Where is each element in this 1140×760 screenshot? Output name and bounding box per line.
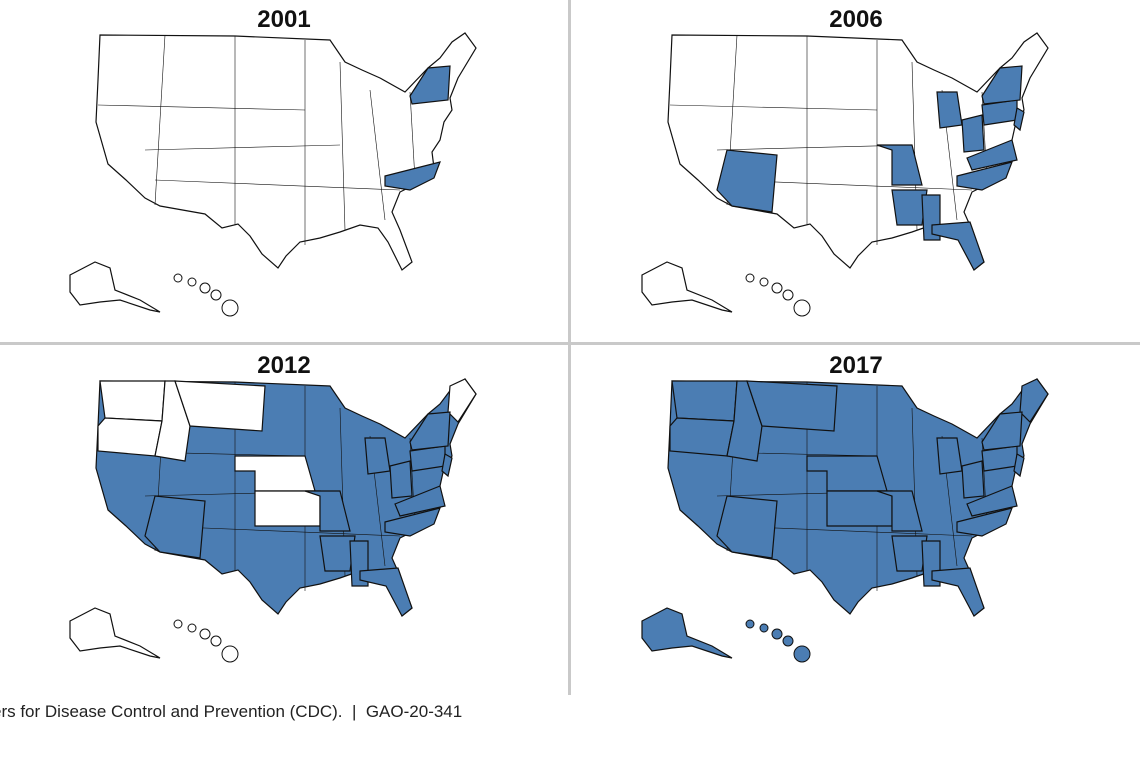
- panel-divider-vertical: [568, 0, 571, 695]
- panel-title: 2017: [829, 352, 883, 379]
- state-nj: [441, 453, 453, 478]
- state-oh: [389, 460, 413, 499]
- state-border: [154, 34, 166, 206]
- us-outline: [95, 32, 477, 271]
- state-hi: [173, 273, 183, 283]
- state-wa: [99, 380, 166, 422]
- state-border: [369, 89, 386, 221]
- state-nc: [956, 507, 1013, 537]
- state-hi: [745, 619, 755, 629]
- state-ar: [891, 189, 928, 226]
- state-hi: [745, 273, 755, 283]
- state-border: [154, 179, 401, 191]
- state-wa: [671, 380, 738, 422]
- state-ak: [69, 261, 161, 313]
- state-mt: [746, 380, 838, 432]
- state-az: [144, 495, 206, 559]
- map-panel-2012: 2012: [0, 346, 568, 688]
- us-map: [641, 32, 1049, 317]
- state-va: [394, 485, 446, 517]
- panel-title: 2001: [257, 6, 311, 33]
- state-or: [669, 417, 735, 457]
- state-ny: [409, 65, 451, 105]
- state-ar: [891, 535, 928, 572]
- panel-divider-horizontal: [0, 342, 1140, 345]
- state-hi: [782, 635, 794, 647]
- state-ny: [409, 411, 451, 451]
- state-hi: [771, 282, 783, 294]
- state-nc: [384, 507, 441, 537]
- state-hi: [221, 299, 239, 317]
- state-mi: [936, 91, 963, 129]
- state-ks: [254, 490, 321, 527]
- state-border: [339, 61, 346, 231]
- state-hi: [210, 635, 222, 647]
- state-hi: [782, 289, 794, 301]
- us-map: [641, 378, 1049, 663]
- panel-title: 2006: [829, 6, 883, 33]
- map-panel-2017: 2017: [572, 346, 1140, 688]
- state-mo: [304, 490, 351, 532]
- us-map: [69, 378, 477, 663]
- us-map: [69, 32, 477, 317]
- state-border: [669, 104, 878, 111]
- state-hi: [187, 277, 197, 287]
- state-ak: [641, 261, 733, 313]
- state-hi: [173, 619, 183, 629]
- state-ak: [641, 607, 733, 659]
- state-ak: [69, 607, 161, 659]
- state-mo: [876, 144, 923, 186]
- state-hi: [759, 623, 769, 633]
- state-nj: [1013, 107, 1025, 132]
- source-note: ers for Disease Control and Prevention (…: [0, 702, 463, 721]
- state-fl: [931, 567, 985, 617]
- state-or: [97, 417, 163, 457]
- state-hi: [759, 277, 769, 287]
- state-ks: [826, 490, 893, 527]
- state-hi: [187, 623, 197, 633]
- state-va: [966, 139, 1018, 171]
- state-mo: [876, 490, 923, 532]
- state-az: [716, 149, 778, 213]
- state-mi: [936, 437, 963, 475]
- state-me: [1019, 378, 1049, 423]
- state-border: [144, 144, 341, 151]
- state-hi: [210, 289, 222, 301]
- state-hi: [771, 628, 783, 640]
- state-border: [97, 104, 306, 111]
- state-az: [716, 495, 778, 559]
- state-hi: [199, 628, 211, 640]
- state-mt: [174, 380, 266, 432]
- map-panel-2001: 2001: [0, 0, 568, 342]
- state-ar: [319, 535, 356, 572]
- state-hi: [793, 645, 811, 663]
- state-ny: [981, 65, 1023, 105]
- state-nc: [384, 161, 441, 191]
- panel-title: 2012: [257, 352, 311, 379]
- state-va: [966, 485, 1018, 517]
- state-me: [447, 378, 477, 423]
- state-mi: [364, 437, 391, 475]
- state-oh: [961, 460, 985, 499]
- state-nc: [956, 161, 1013, 191]
- state-hi: [199, 282, 211, 294]
- state-ny: [981, 411, 1023, 451]
- state-nj: [1013, 453, 1025, 478]
- state-fl: [359, 567, 413, 617]
- state-border: [409, 91, 416, 181]
- map-panel-2006: 2006: [572, 0, 1140, 342]
- state-hi: [793, 299, 811, 317]
- state-hi: [221, 645, 239, 663]
- state-oh: [961, 114, 985, 153]
- state-fl: [931, 221, 985, 271]
